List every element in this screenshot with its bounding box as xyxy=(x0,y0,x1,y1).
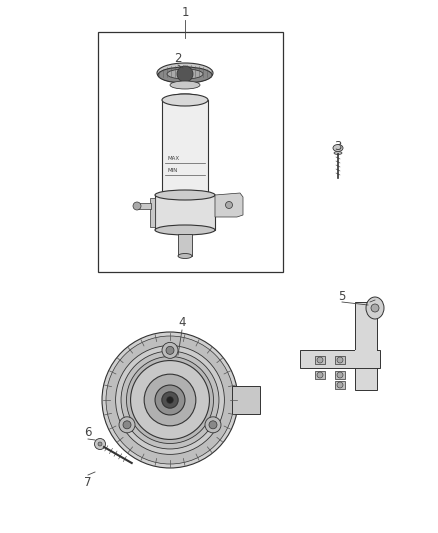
Text: 4: 4 xyxy=(178,317,186,329)
Circle shape xyxy=(166,397,173,403)
Ellipse shape xyxy=(155,225,215,235)
Circle shape xyxy=(371,304,379,312)
Ellipse shape xyxy=(178,254,192,259)
Text: 7: 7 xyxy=(84,475,92,489)
Circle shape xyxy=(162,342,178,358)
Bar xyxy=(355,302,377,390)
Bar xyxy=(335,356,345,364)
Bar xyxy=(335,371,345,379)
Circle shape xyxy=(98,442,102,446)
Bar xyxy=(315,371,325,379)
Circle shape xyxy=(317,372,323,378)
Circle shape xyxy=(119,417,135,433)
Ellipse shape xyxy=(333,144,343,151)
Bar xyxy=(178,234,192,256)
Ellipse shape xyxy=(334,151,342,155)
Circle shape xyxy=(144,374,196,426)
Circle shape xyxy=(123,421,131,429)
Circle shape xyxy=(177,66,193,82)
Bar xyxy=(98,32,283,272)
Bar xyxy=(150,198,155,227)
Bar xyxy=(232,386,260,414)
Ellipse shape xyxy=(366,297,384,319)
Text: MAX: MAX xyxy=(168,156,180,161)
Ellipse shape xyxy=(162,94,208,106)
Text: 6: 6 xyxy=(84,426,92,440)
Text: 3: 3 xyxy=(334,140,342,152)
Text: 5: 5 xyxy=(338,289,346,303)
Bar xyxy=(315,356,325,364)
Text: MIN: MIN xyxy=(168,168,178,173)
Bar xyxy=(355,350,377,368)
Circle shape xyxy=(116,345,224,455)
Circle shape xyxy=(133,202,141,210)
Ellipse shape xyxy=(158,67,212,83)
Circle shape xyxy=(337,372,343,378)
Ellipse shape xyxy=(155,190,215,200)
Circle shape xyxy=(337,382,343,388)
Circle shape xyxy=(131,360,209,439)
Ellipse shape xyxy=(166,94,204,106)
Bar xyxy=(162,100,208,200)
Circle shape xyxy=(166,346,174,354)
Circle shape xyxy=(317,357,323,363)
Circle shape xyxy=(95,439,106,449)
Circle shape xyxy=(205,417,221,433)
Circle shape xyxy=(127,357,213,443)
Circle shape xyxy=(102,332,238,468)
Circle shape xyxy=(209,421,217,429)
Circle shape xyxy=(106,336,234,464)
Bar xyxy=(155,195,215,230)
Ellipse shape xyxy=(170,81,200,89)
Bar xyxy=(335,381,345,389)
Text: 1: 1 xyxy=(181,5,189,19)
Ellipse shape xyxy=(171,96,199,104)
Bar xyxy=(300,350,380,368)
Circle shape xyxy=(226,201,233,208)
Text: 2: 2 xyxy=(174,52,182,64)
Circle shape xyxy=(162,392,178,408)
Circle shape xyxy=(121,351,219,449)
Ellipse shape xyxy=(167,69,203,79)
Bar xyxy=(137,203,151,209)
Circle shape xyxy=(337,357,343,363)
Ellipse shape xyxy=(157,63,213,83)
Circle shape xyxy=(155,385,185,415)
Polygon shape xyxy=(215,193,243,217)
